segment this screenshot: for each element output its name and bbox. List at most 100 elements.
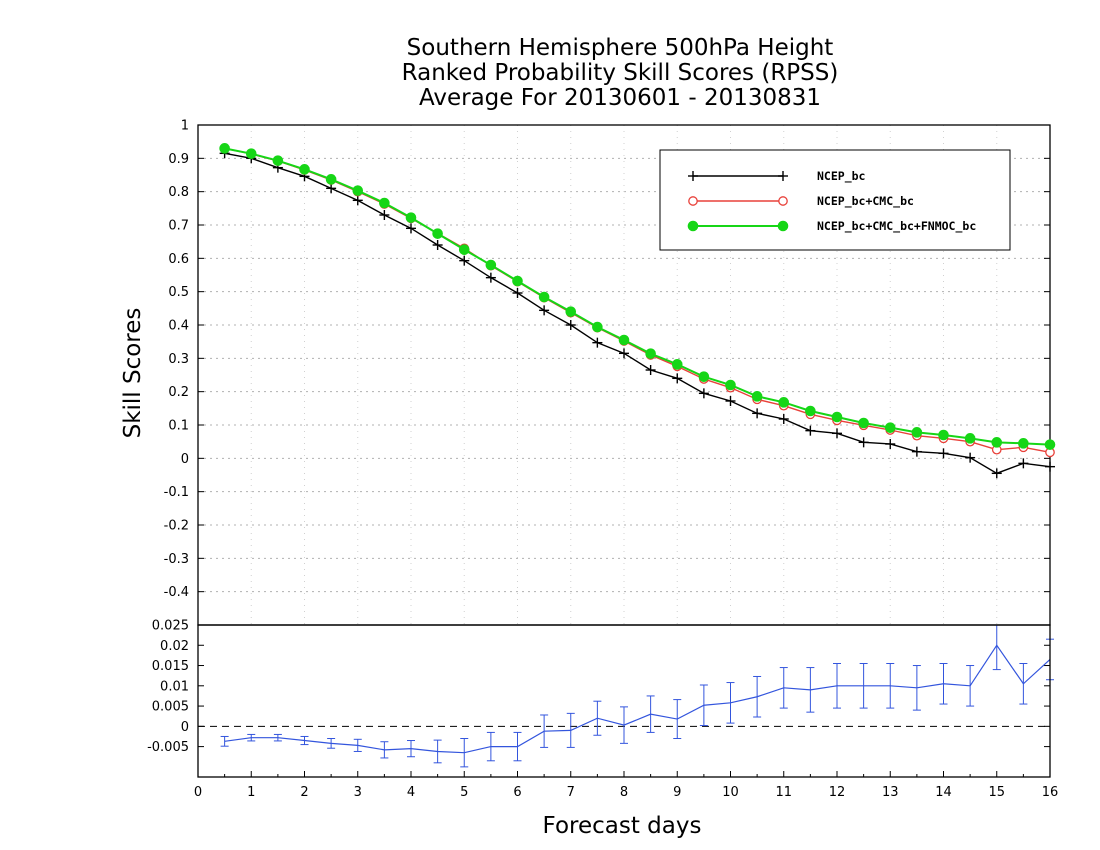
y-tick-label: 0	[181, 452, 189, 467]
data-point	[299, 164, 310, 175]
error-bar	[859, 663, 868, 709]
data-point	[272, 155, 284, 166]
error-bar	[646, 695, 655, 733]
data-point	[671, 359, 683, 370]
legend-label: NCEP_bc+CMC_bc	[817, 194, 914, 209]
data-point	[698, 371, 710, 382]
data-point	[687, 220, 699, 232]
y-tick-label: -0.3	[164, 552, 189, 567]
data-point	[592, 321, 603, 333]
data-point	[619, 348, 629, 359]
data-point	[885, 439, 896, 449]
diff-y-tick-label: 0.025	[152, 619, 189, 634]
x-tick-label: 11	[775, 785, 792, 800]
data-point	[778, 171, 788, 181]
data-point	[459, 255, 470, 266]
error-bar	[833, 663, 841, 709]
data-point	[805, 405, 816, 417]
title-line-1: Southern Hemisphere 500hPa Height	[406, 35, 834, 61]
error-bar	[699, 684, 708, 727]
data-point	[725, 396, 736, 406]
data-point	[911, 427, 923, 438]
data-point	[432, 240, 443, 250]
data-point	[645, 365, 656, 375]
y-tick-label: -0.2	[164, 519, 189, 534]
data-point	[618, 334, 630, 346]
error-bar	[433, 739, 442, 764]
data-point	[379, 197, 390, 209]
y-tick-label: 0.4	[168, 319, 189, 334]
y-tick-label: 0.9	[168, 152, 189, 167]
error-bar	[779, 667, 788, 709]
error-bar	[939, 663, 948, 705]
error-bar	[460, 737, 469, 768]
data-point	[725, 379, 736, 391]
x-tick-label: 2	[300, 785, 308, 800]
error-bar	[1019, 663, 1028, 705]
data-point	[1045, 461, 1055, 472]
error-bar	[966, 665, 975, 707]
error-bar	[407, 740, 415, 758]
x-tick-label: 16	[1042, 785, 1059, 800]
x-tick-label: 13	[882, 785, 899, 800]
y-tick-label: 0.7	[168, 219, 189, 234]
data-point	[688, 196, 698, 206]
data-point	[379, 210, 390, 220]
difference-line	[224, 644, 1051, 754]
x-tick-label: 6	[513, 785, 521, 800]
diff-y-tick-label: 0.015	[152, 659, 189, 674]
data-point	[751, 391, 763, 402]
y-tick-label: 0.1	[168, 419, 189, 434]
data-point	[539, 305, 550, 316]
data-point	[688, 171, 698, 181]
diff-y-tick-label: 0.005	[152, 700, 189, 715]
data-point	[512, 288, 523, 298]
data-point	[352, 195, 363, 206]
y-tick-label: 1	[181, 119, 189, 134]
x-tick-label: 1	[247, 785, 255, 800]
data-point	[512, 275, 523, 287]
error-bar	[806, 667, 815, 713]
x-tick-label: 4	[407, 785, 415, 800]
data-point	[911, 446, 922, 457]
error-bar	[273, 733, 282, 742]
diff-y-tick-label: 0.02	[160, 639, 189, 654]
y-tick-label: 0.6	[168, 252, 189, 267]
data-point	[778, 414, 789, 424]
error-bar	[673, 699, 682, 739]
data-point	[938, 448, 949, 459]
x-tick-label: 14	[935, 785, 952, 800]
data-point	[778, 196, 788, 206]
data-point	[326, 183, 337, 194]
error-bar	[513, 731, 522, 762]
data-point	[777, 220, 789, 232]
data-point	[592, 337, 603, 348]
error-bar	[247, 733, 256, 742]
x-tick-label: 10	[722, 785, 739, 800]
data-point	[884, 422, 896, 433]
error-bar	[300, 735, 309, 746]
x-axis-title: Forecast days	[543, 813, 702, 839]
error-bar	[912, 665, 921, 711]
data-point	[565, 320, 576, 330]
data-point	[698, 388, 709, 399]
data-point	[485, 259, 497, 271]
y-tick-label: 0.2	[168, 385, 189, 400]
data-point	[485, 272, 496, 283]
data-point	[858, 437, 869, 448]
data-point	[432, 228, 443, 239]
data-point	[964, 433, 976, 444]
title-line-2: Ranked Probability Skill Scores (RPSS)	[401, 60, 839, 86]
error-bar	[992, 625, 1001, 671]
data-point	[778, 397, 790, 408]
data-point	[405, 212, 417, 223]
error-bar	[327, 737, 336, 749]
error-bar	[540, 714, 549, 748]
diff-y-tick-label: -0.005	[147, 740, 189, 755]
y-tick-label: 0.5	[168, 285, 189, 300]
x-tick-label: 3	[354, 785, 362, 800]
y-tick-label: -0.1	[164, 485, 189, 500]
diff-y-tick-label: 0.01	[160, 679, 189, 694]
error-bar	[726, 682, 735, 724]
